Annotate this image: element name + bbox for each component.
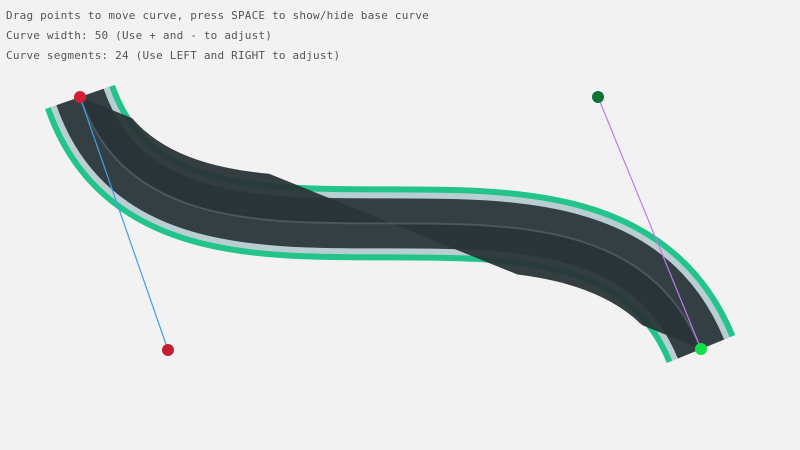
- curve-start-point-handle[interactable]: [74, 91, 86, 103]
- road-group: [45, 83, 736, 365]
- start-handle-line: [79, 96, 169, 351]
- curve-control-point-1-handle[interactable]: [162, 344, 174, 356]
- curve-control-point-2-handle[interactable]: [592, 91, 604, 103]
- handle-lines-group: [79, 96, 702, 351]
- handles-group[interactable]: [74, 91, 707, 356]
- road-layer-center-line: [79, 96, 702, 350]
- curve-end-point-handle[interactable]: [695, 343, 707, 355]
- end-handle-line: [597, 96, 702, 350]
